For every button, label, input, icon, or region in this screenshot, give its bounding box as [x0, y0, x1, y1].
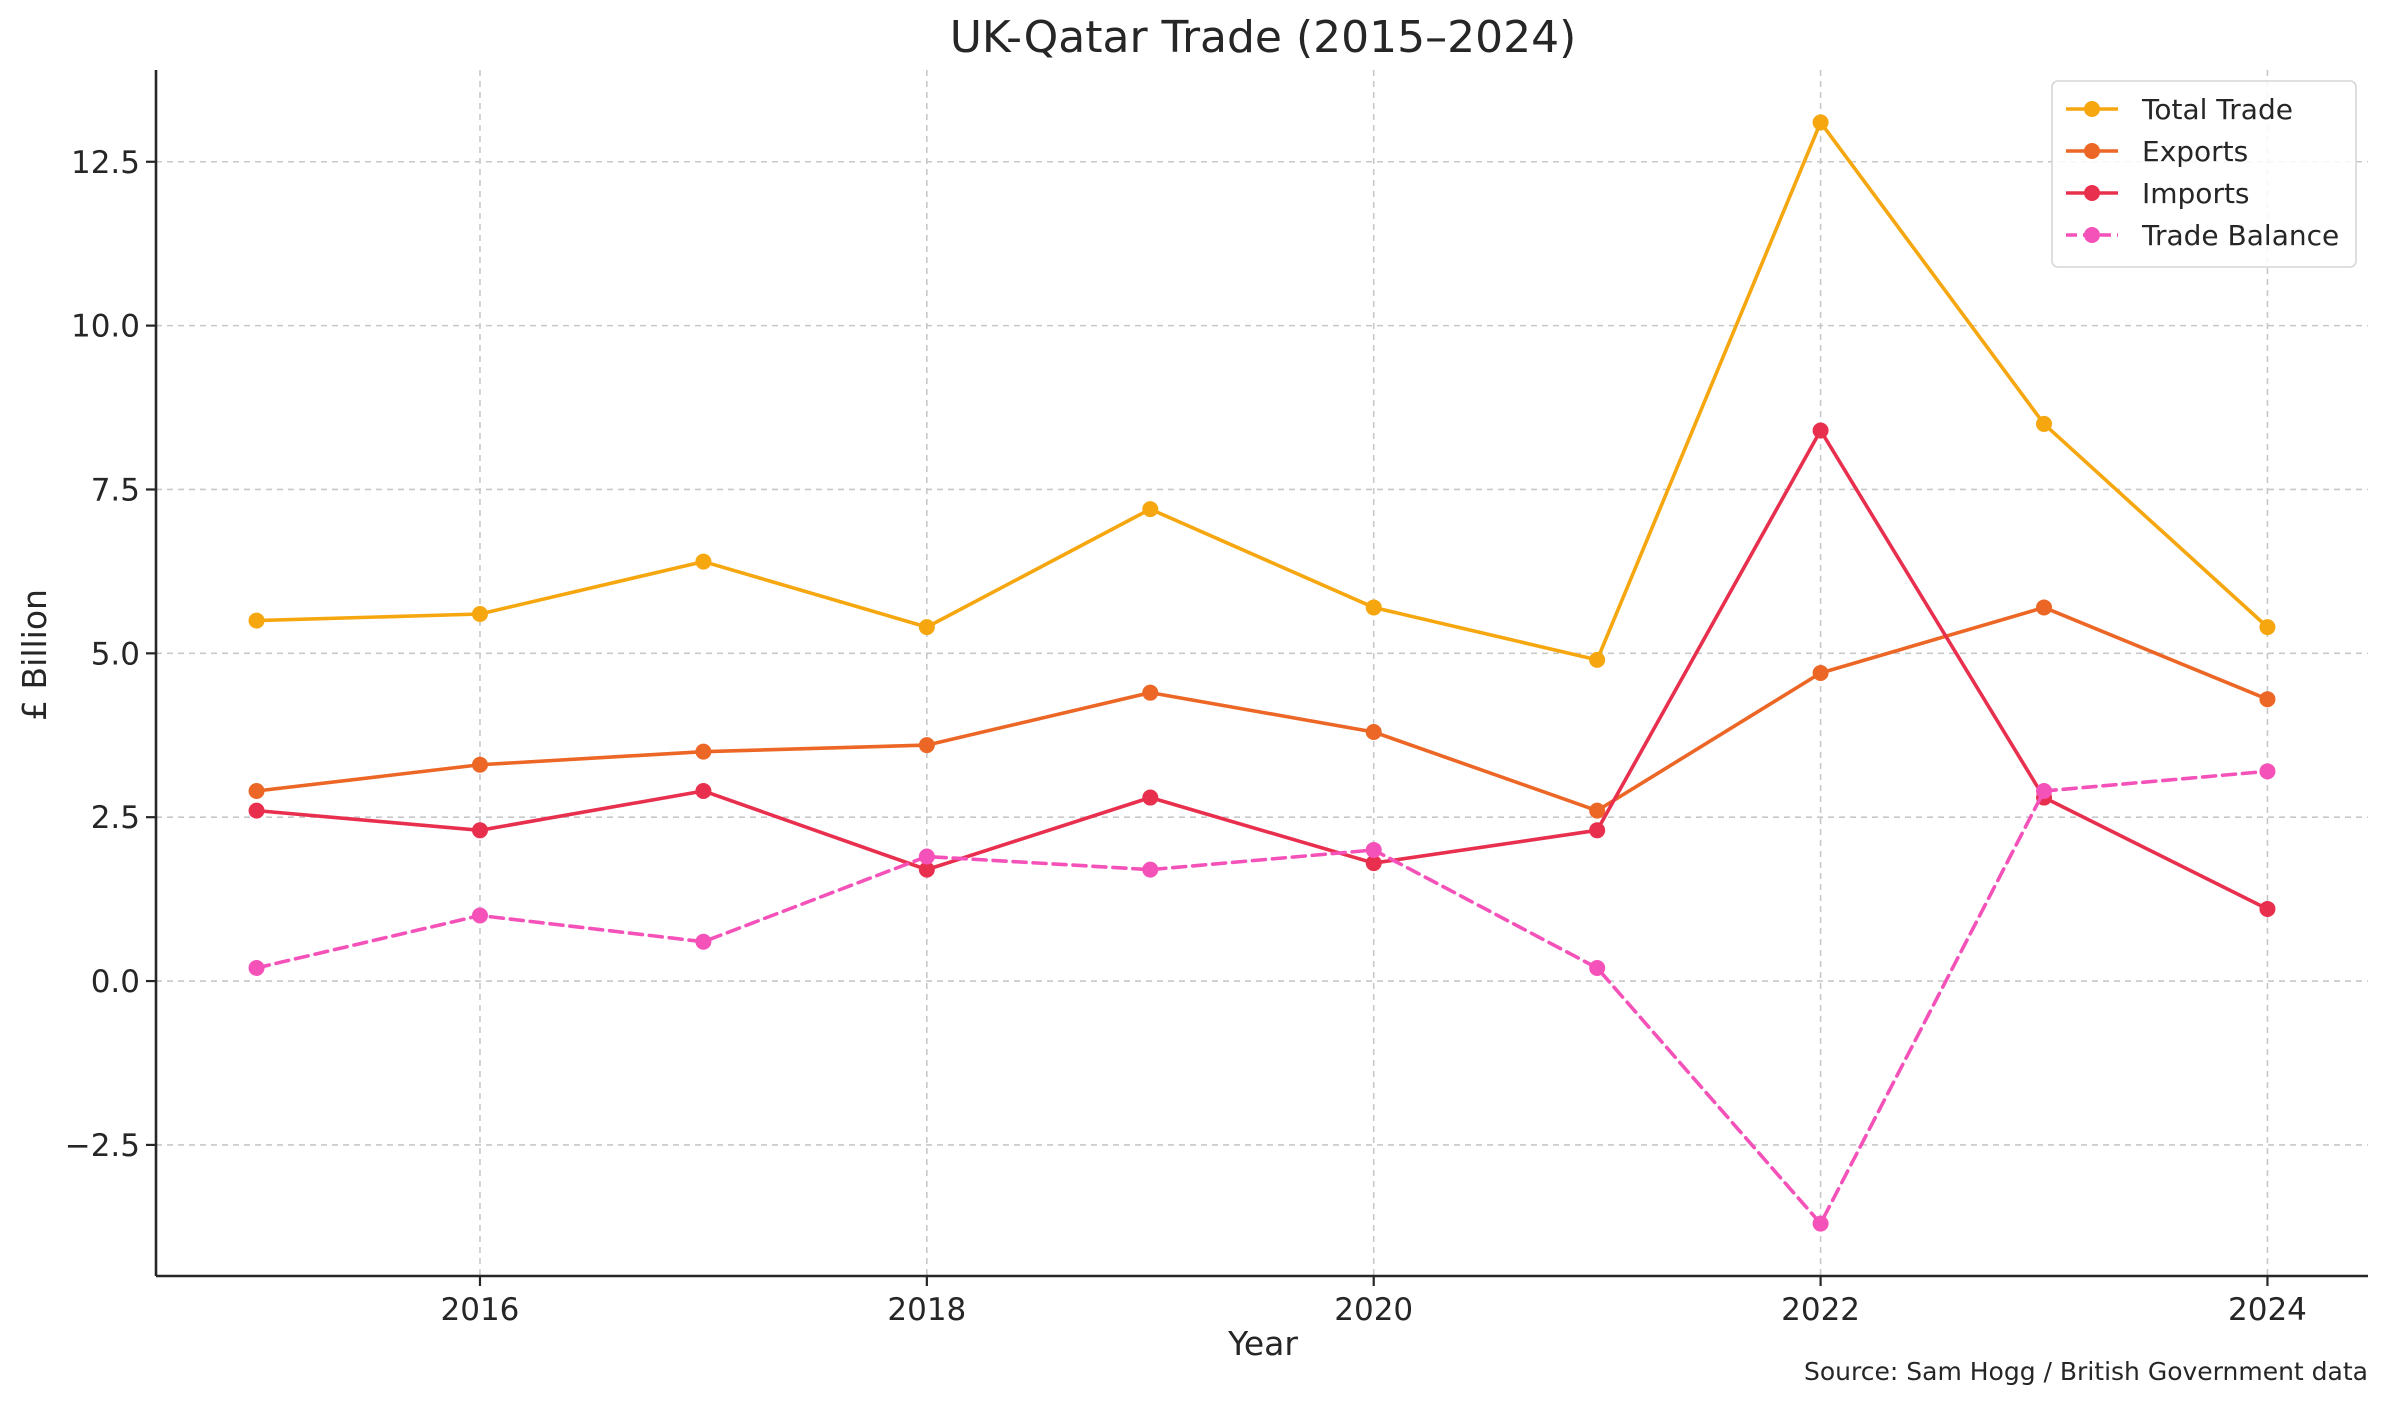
data-point-exports: [2259, 691, 2276, 708]
data-point-exports: [1589, 802, 1606, 819]
legend: Total Trade Exports Imports Trade Balance: [2051, 80, 2357, 268]
chart-title: UK-Qatar Trade (2015–2024): [950, 12, 1577, 63]
x-axis-label: Year: [1227, 1324, 1298, 1363]
x-tick-label: 2024: [2228, 1292, 2307, 1328]
legend-item-total-trade: Total Trade: [2066, 93, 2293, 126]
data-point-trade-balance: [1142, 861, 1159, 878]
data-point-trade-balance: [248, 959, 265, 976]
y-axis-label: £ Billion: [15, 589, 54, 721]
legend-label: Trade Balance: [2141, 219, 2339, 252]
x-tick-label: 2018: [887, 1292, 966, 1328]
data-point-total-trade: [918, 619, 935, 636]
series-line-trade-balance: [254, 769, 2270, 1226]
data-point-exports: [1142, 684, 1159, 701]
y-tick-label: 10.0: [71, 309, 140, 345]
x-tick-label: 2022: [1781, 1292, 1860, 1328]
data-point-exports: [2036, 599, 2053, 616]
data-point-imports: [471, 822, 488, 839]
y-tick-label: −2.5: [65, 1128, 140, 1164]
y-tick-label: 7.5: [91, 472, 140, 508]
series-total-trade: [248, 114, 2276, 668]
series-line-total-trade: [254, 120, 2270, 662]
data-point-total-trade: [695, 553, 712, 570]
data-point-imports: [1812, 422, 1829, 439]
data-point-imports: [1365, 855, 1382, 872]
data-point-trade-balance: [1365, 841, 1382, 858]
y-tick-label: 2.5: [91, 800, 140, 836]
data-point-exports: [248, 782, 265, 799]
series-imports: [248, 422, 2276, 917]
series-line-imports: [254, 428, 2270, 911]
data-point-total-trade: [2259, 619, 2276, 636]
data-point-trade-balance: [918, 848, 935, 865]
data-point-imports: [918, 861, 935, 878]
data-point-exports: [695, 743, 712, 760]
legend-item-exports: Exports: [2066, 135, 2248, 168]
data-point-trade-balance: [2259, 763, 2276, 780]
y-tick-label: 12.5: [71, 145, 140, 181]
data-point-trade-balance: [471, 907, 488, 924]
legend-item-trade-balance: Trade Balance: [2066, 219, 2339, 252]
data-point-exports: [471, 756, 488, 773]
data-point-exports: [918, 737, 935, 754]
legend-marker: [2084, 101, 2100, 117]
data-point-total-trade: [1589, 651, 1606, 668]
data-point-exports: [1365, 723, 1382, 740]
legend-label: Imports: [2142, 177, 2250, 210]
data-point-exports: [1812, 665, 1829, 681]
data-point-trade-balance: [695, 933, 712, 950]
series-exports: [248, 599, 2276, 819]
y-tick-label: 5.0: [91, 636, 140, 672]
data-point-imports: [248, 802, 265, 819]
legend-item-imports: Imports: [2066, 177, 2250, 210]
legend-label: Total Trade: [2141, 93, 2293, 126]
legend-frame: [2051, 80, 2357, 268]
data-point-total-trade: [248, 612, 265, 629]
data-point-total-trade: [471, 606, 488, 623]
data-point-total-trade: [1365, 599, 1382, 616]
x-tick-label: 2020: [1334, 1292, 1413, 1328]
legend-label: Exports: [2142, 135, 2248, 168]
data-point-total-trade: [2036, 415, 2053, 432]
x-tick-label: 2016: [441, 1292, 520, 1328]
grid: [156, 70, 2368, 1276]
series-trade-balance: [248, 763, 2276, 1232]
data-point-total-trade: [1812, 114, 1829, 131]
data-point-imports: [2259, 900, 2276, 917]
data-point-imports: [695, 782, 712, 799]
source-note: Source: Sam Hogg / British Government da…: [1804, 1357, 2368, 1386]
legend-marker: [2084, 185, 2100, 201]
data-point-trade-balance: [2036, 782, 2053, 799]
series-line-exports: [254, 605, 2270, 813]
data-point-imports: [1142, 789, 1159, 806]
axes: 2016 2018 2020 2022 2024 −2.5 0.0 2.5 5.0 7.5 10.0…: [65, 70, 2368, 1328]
data-point-imports: [1589, 822, 1606, 839]
legend-marker: [2084, 227, 2100, 243]
data-point-trade-balance: [1812, 1215, 1829, 1232]
data-point-total-trade: [1142, 501, 1159, 518]
y-tick-label: 0.0: [91, 964, 140, 1000]
series-group: [248, 114, 2276, 1232]
legend-marker: [2084, 143, 2100, 159]
data-point-trade-balance: [1589, 959, 1606, 976]
